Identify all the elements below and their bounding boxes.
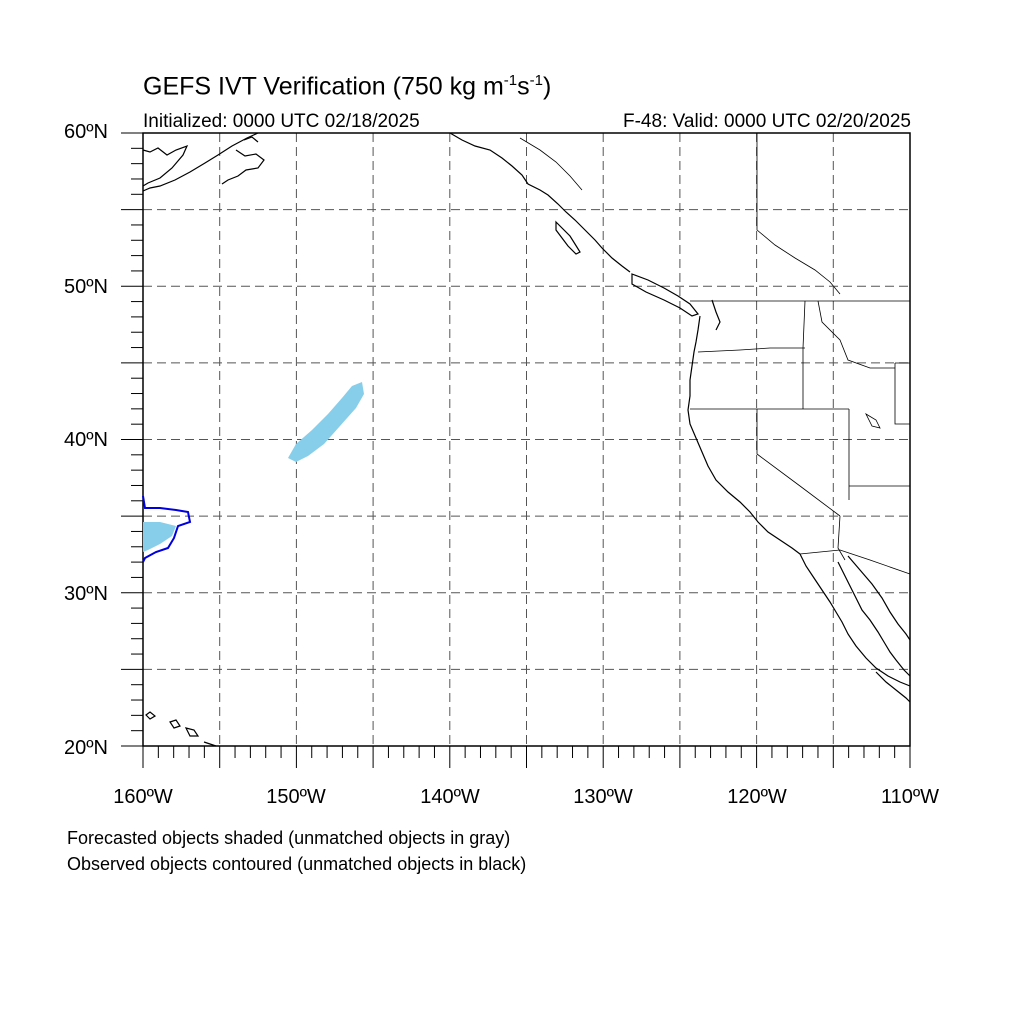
lon-label-160w: 160ºW [113,786,173,808]
haida-gwaii [555,220,581,255]
hawaii-kauai [145,711,157,720]
forecast-object-2 [143,522,176,552]
vancouver-island [631,273,700,317]
west-coast [687,315,801,555]
lon-label-140w: 140ºW [420,786,480,808]
idaho-west [802,300,806,409]
lat-label-20: 20ºN [64,737,108,759]
puget-sound [711,299,721,331]
graticule [143,133,910,746]
chart-title: GEFS IVT Verification (750 kg m-1s-1) [143,72,552,101]
observed-note: Observed objects contoured (unmatched ob… [67,854,527,874]
observed-contour-1 [142,495,192,563]
lon-label-110w: 110ºW [880,786,940,808]
initialized-time: Initialized: 0000 UTC 02/18/2025 [143,111,420,132]
hawaii-maui [184,727,200,737]
axis-ticks [121,132,911,768]
arizona-california [837,515,846,561]
us-mexico-border [799,549,911,575]
coastline [142,132,911,747]
forecast-object-1 [288,382,364,462]
lat-label-30: 30ºN [64,583,108,605]
baja-west [799,553,911,687]
lon-label-150w: 150ºW [266,786,326,808]
hawaii-oahu [169,719,181,729]
washington-oregon [697,347,805,353]
forecast-note: Forecasted objects shaded (unmatched obj… [67,828,511,848]
mexico-coast-south [875,671,911,703]
wyoming-west [894,362,910,425]
kodiak-island [221,149,265,185]
idaho-montana [817,300,895,369]
bc-alberta-border [756,133,841,295]
alaska-peninsula [142,144,189,187]
valid-time: F-48: Valid: 0000 UTC 02/20/2025 [623,111,911,132]
political-boundaries [519,133,911,575]
legend-notes: Forecasted objects shaded (unmatched obj… [67,825,526,877]
great-salt-lake [865,412,881,429]
lon-label-130w: 130ºW [573,786,633,808]
lat-label-60: 60ºN [64,121,108,143]
bc-yukon-coast-border [519,137,583,191]
panhandle-coast [449,132,631,273]
nevada-california [756,409,841,517]
lon-label-120w: 120ºW [727,786,787,808]
lat-label-40: 40ºN [64,429,108,451]
alaska-coast-south [142,132,259,192]
lat-label-50: 50ºN [64,276,108,298]
baja-east [837,561,911,677]
mexico-mainland [847,555,911,641]
alaska-islands [243,136,259,143]
